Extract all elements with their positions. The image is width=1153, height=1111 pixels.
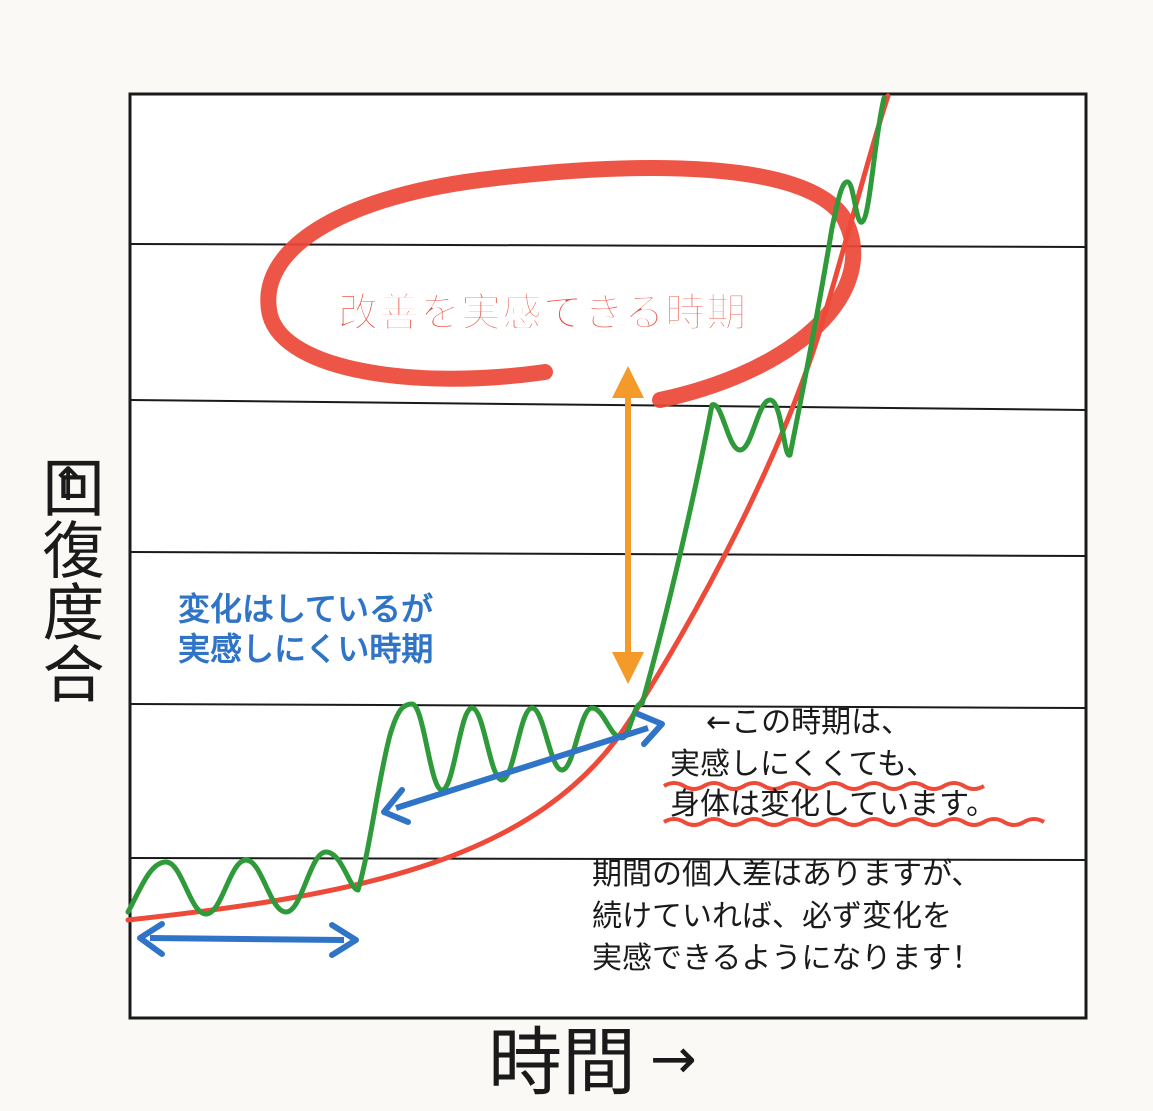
orange-double-arrow	[612, 366, 644, 684]
grid-line	[129, 857, 1087, 861]
note-line-2: 実感しにくくても、	[670, 747, 936, 782]
y-axis-label: 回復度合	[32, 456, 105, 704]
note-line-3: 身体は変化しています。	[670, 787, 996, 822]
orange-arrowhead-down	[612, 652, 644, 684]
improvement-ellipse	[260, 160, 862, 408]
y-axis-arrow: ↑	[49, 457, 88, 511]
grid-line	[129, 399, 1087, 411]
blue-arrow-bottom	[137, 921, 359, 958]
blue-arrowhead-lower	[381, 787, 411, 825]
hidden-change-line-1: 変化はしているが	[178, 590, 433, 628]
green-line	[125, 95, 887, 917]
conclusion-line-2: 続けていれば、必ず変化を	[592, 899, 952, 934]
wavy-underline-2	[662, 817, 1046, 827]
blue-arrow-diagonal	[381, 711, 665, 825]
hidden-change-line-2: 実感しにくい時期	[178, 630, 433, 668]
improvement-period-label: 改善を実感できる時期	[338, 290, 747, 336]
blue-arrowhead-right	[329, 922, 359, 958]
grid-line	[129, 551, 1087, 557]
x-axis-label: 時間	[488, 1020, 636, 1106]
orange-arrowhead-up	[612, 366, 644, 398]
conclusion-line-3: 実感できるようになります！	[592, 941, 981, 976]
red-curve	[125, 93, 891, 923]
conclusion-line-1: 期間の個人差はありますが、	[592, 857, 981, 892]
wavy-underline-1	[662, 781, 986, 791]
x-axis-arrow: →	[650, 1027, 697, 1092]
blue-arrowhead-upper	[635, 711, 665, 747]
grid-line	[129, 703, 1087, 709]
blue-arrowhead-left	[137, 921, 165, 957]
note-line-1: ←この時期は、	[706, 705, 911, 740]
